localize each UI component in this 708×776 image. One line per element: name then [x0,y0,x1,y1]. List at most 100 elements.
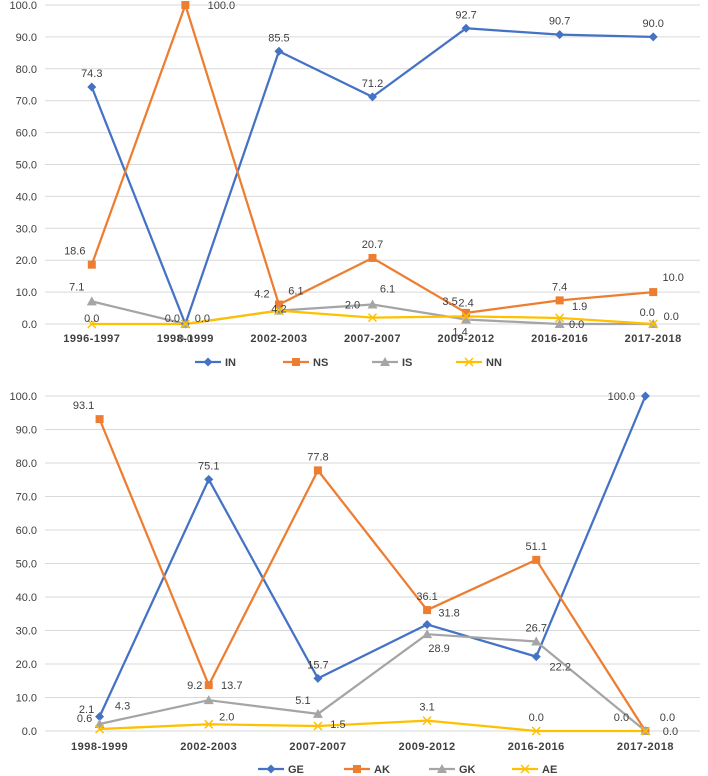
y-tick-label: 90.0 [16,425,37,437]
legend-marker-ak [353,765,361,773]
data-point-ge [640,391,650,401]
data-point-gk [422,629,433,639]
data-point-ae-stroke [204,719,214,729]
y-tick-label: 70.0 [16,492,37,504]
data-label-is: 0.0 [165,313,180,325]
y-tick-label: 20.0 [16,255,37,267]
y-tick-label: 30.0 [16,626,37,638]
data-label-in: 92.7 [455,9,476,21]
legend: IN NS IS NN [195,357,502,369]
series-line-ae [99,719,646,733]
data-point-nn-stroke [555,313,565,323]
legend-label-in: IN [225,357,236,369]
data-point-ns [649,288,658,297]
data-label-ns: 20.7 [362,239,383,251]
data-label-ge: 75.1 [198,460,219,472]
data-label-nn: 1.9 [572,301,587,313]
y-tick-label: 50.0 [16,160,37,172]
x-tick-label: 2016-2016 [531,333,588,345]
data-point-nn-stroke [180,319,190,329]
x-tick-label: 1998-1999 [71,741,128,753]
data-label-ak: 36.1 [416,591,437,603]
data-point-nn-stroke [648,319,658,329]
legend-marker-nn-stroke [464,357,474,367]
bottom-line-chart: 0.0 10.0 20.0 30.0 40.0 50.0 60.0 70.0 80.0 90.0 1… [9,391,700,776]
data-label-in: 74.3 [81,68,102,80]
data-point-ak [423,606,432,615]
data-point-ae [95,724,105,734]
data-point-ae-stroke [531,726,541,736]
legend-marker-ae-stroke [520,764,530,774]
data-label-ae: 1.5 [330,719,345,731]
data-label-ae: 0.0 [529,712,544,724]
y-tick-label: 20.0 [16,659,37,671]
x-tick-label: 2017-2018 [617,741,674,753]
data-point-ae-stroke [640,726,650,736]
data-label-ak: 93.1 [73,400,94,412]
data-label-ak: 13.7 [221,680,242,692]
data-point-ge [422,619,432,629]
data-label-ge: 15.7 [307,659,328,671]
x-tick-label: 2002-2003 [250,333,307,345]
data-label-nn: 0.0 [195,313,210,325]
data-label-is: 6.1 [380,284,395,296]
legend-marker-ge [266,764,276,774]
y-tick-label: 40.0 [16,592,37,604]
data-label-nn: 4.2 [271,304,286,316]
data-point-is [554,319,565,328]
data-point-ae [313,721,323,731]
y-tick-label: 10.0 [16,287,37,299]
data-label-in: 0.0 [178,333,193,345]
data-label-gk: 5.1 [295,695,310,707]
data-label-gk: 26.7 [526,623,547,635]
data-label-ak: 0.0 [660,712,675,724]
data-label-ge: 22.2 [550,662,571,674]
data-label-ak: 77.8 [307,451,328,463]
data-point-in [555,30,565,40]
data-point-is [86,296,97,306]
data-label-nn: 0.0 [664,311,679,323]
data-point-in [274,46,284,56]
y-tick-label: 0.0 [22,319,37,331]
data-label-gk: 28.9 [428,643,449,655]
y-tick-label: 100.0 [9,0,37,12]
series-line-ge [98,395,647,718]
data-point-in [87,82,97,92]
data-point-gk [312,708,323,718]
data-point-ge [313,673,323,683]
legend-marker-ae [520,764,530,774]
legend-label-is: IS [402,357,412,369]
series-line-gk [99,633,647,732]
data-label-ak: 51.1 [526,541,547,553]
x-tick-label: 1998-1999 [157,333,214,345]
data-point-ae-stroke [95,724,105,734]
data-label-is: 7.1 [69,281,84,293]
data-point-nn-stroke [461,311,471,321]
x-tick-label: 1996-1997 [63,333,120,345]
data-point-gk [203,695,214,705]
data-label-is: 1.4 [452,327,467,339]
data-point-nn [87,319,97,329]
data-point-in [648,32,658,42]
data-label-ae: 0.6 [77,713,92,725]
data-point-ak [204,681,213,690]
data-point-ge [204,474,214,484]
data-label-ae: 2.0 [219,711,234,723]
legend-label-ae: AE [542,764,557,776]
x-tick-label: 2017-2018 [625,333,682,345]
data-label-ge: 31.8 [438,607,459,619]
data-label-ns: 18.6 [64,246,85,258]
data-point-in [368,92,377,102]
data-point-ak [313,466,322,475]
legend-label-gk: GK [459,764,476,776]
data-point-nn-stroke [87,319,97,329]
series-line-in [90,27,654,326]
data-point-ae [640,726,650,736]
y-tick-label: 10.0 [16,693,37,705]
legend-marker-ns [292,358,300,366]
top-line-chart: 0.0 10.0 20.0 30.0 40.0 50.0 60.0 70.0 80.0 90.0 1… [9,0,700,369]
x-tick-label: 2007-2007 [344,333,401,345]
y-tick-label: 100.0 [9,391,37,403]
data-point-in [461,23,471,33]
data-point-ae [531,726,541,736]
